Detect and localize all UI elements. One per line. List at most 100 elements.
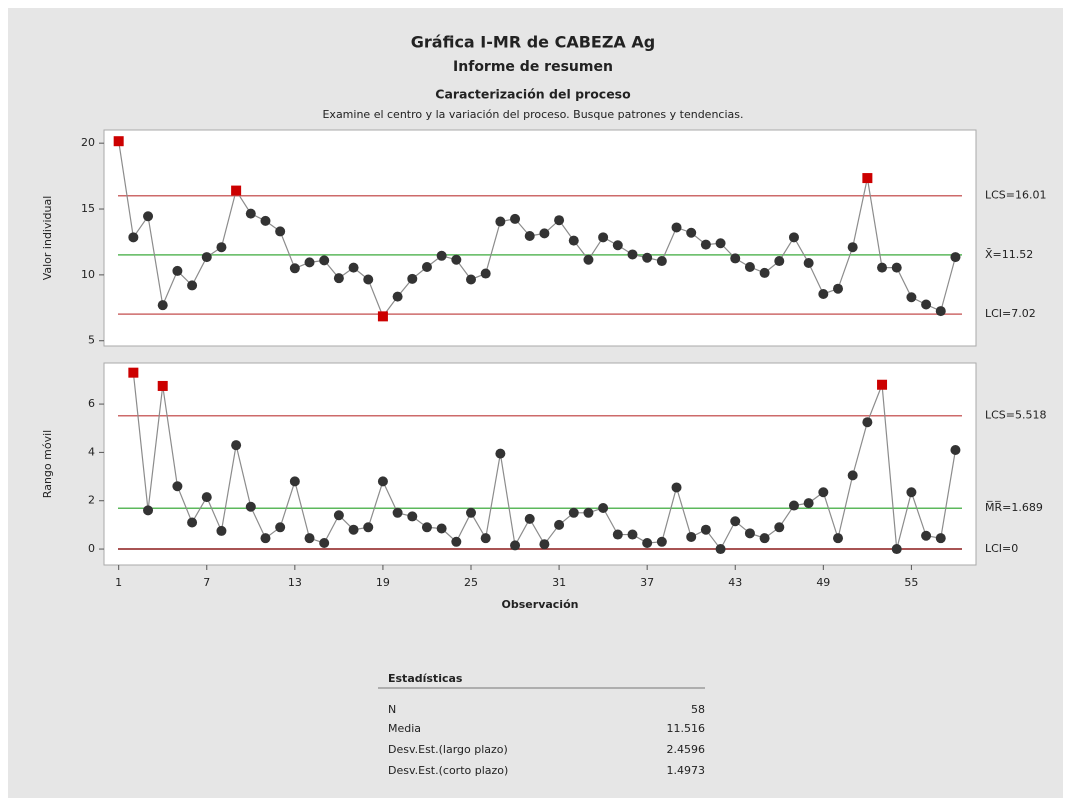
chart-title: Gráfica I-MR de CABEZA Ag [411, 33, 655, 52]
stat-label: N [388, 703, 396, 716]
stats-title: Estadísticas [388, 672, 463, 685]
data-point [671, 222, 682, 233]
data-point [788, 232, 799, 243]
data-point [245, 501, 256, 512]
y-tick-label: 4 [88, 445, 95, 458]
out-of-control-point [862, 173, 873, 184]
data-point [363, 522, 374, 533]
data-point [847, 242, 858, 253]
x-tick-label: 55 [904, 576, 918, 589]
data-point [304, 257, 315, 268]
data-point [774, 522, 785, 533]
data-point [803, 258, 814, 269]
data-point [495, 216, 506, 227]
data-point [436, 250, 447, 261]
data-point [128, 232, 139, 243]
data-point [715, 238, 726, 249]
plot-area [103, 129, 977, 347]
data-point [466, 274, 477, 285]
data-point [759, 267, 770, 278]
x-tick-label: 31 [552, 576, 566, 589]
y-tick-label: 10 [81, 268, 95, 281]
data-point [289, 263, 300, 274]
plot-area [103, 362, 977, 566]
data-point [480, 533, 491, 544]
data-point [906, 292, 917, 303]
data-point [260, 215, 271, 226]
data-point [656, 256, 667, 267]
data-point [348, 262, 359, 273]
out-of-control-point [377, 311, 388, 322]
description: Examine el centro y la variación del pro… [322, 108, 743, 121]
data-point [319, 538, 330, 549]
data-point [906, 487, 917, 498]
data-point [759, 533, 770, 544]
control-limit-label: LCI=0 [985, 542, 1018, 555]
data-point [744, 261, 755, 272]
data-point [583, 254, 594, 265]
out-of-control-point [231, 185, 242, 196]
data-line [118, 141, 957, 318]
data-point [788, 500, 799, 511]
data-point [877, 262, 888, 273]
control-limit-label: M̅R̅=1.689 [985, 501, 1043, 514]
data-point [642, 252, 653, 263]
data-point [686, 227, 697, 238]
y-axis-label: Valor individual [41, 196, 54, 281]
data-point [407, 273, 418, 284]
data-point [539, 228, 550, 239]
data-point [319, 255, 330, 266]
data-point [818, 288, 829, 299]
data-point [554, 215, 565, 226]
data-point [392, 291, 403, 302]
control-limit-label: X̄=11.52 [985, 248, 1033, 261]
data-point [598, 232, 609, 243]
y-tick-label: 5 [88, 334, 95, 347]
data-point [935, 533, 946, 544]
control-limit-label: LCI=7.02 [985, 307, 1036, 320]
data-point [216, 242, 227, 253]
out-of-control-point [113, 136, 124, 147]
data-point [656, 536, 667, 547]
data-point [157, 300, 168, 311]
data-point [539, 539, 550, 550]
stat-value: 2.4596 [667, 743, 706, 756]
x-tick-label: 1 [115, 576, 122, 589]
data-point [510, 540, 521, 551]
data-point [847, 470, 858, 481]
x-axis-label: Observación [502, 598, 579, 611]
section-title: Caracterización del proceso [435, 87, 631, 102]
data-point [803, 498, 814, 509]
control-limit-label: LCS=5.518 [985, 409, 1047, 422]
out-of-control-point [157, 380, 168, 391]
data-point [627, 249, 638, 260]
y-tick-label: 2 [88, 494, 95, 507]
stat-value: 58 [691, 703, 705, 716]
data-point [377, 476, 388, 487]
data-point [172, 481, 183, 492]
data-point [304, 533, 315, 544]
data-point [818, 487, 829, 498]
data-point [891, 544, 902, 555]
data-point [466, 507, 477, 518]
data-point [348, 524, 359, 535]
data-point [833, 283, 844, 294]
out-of-control-point [877, 379, 888, 390]
y-tick-label: 0 [88, 542, 95, 555]
stat-label: Desv.Est.(corto plazo) [388, 764, 508, 777]
data-point [245, 208, 256, 219]
y-tick-label: 20 [81, 136, 95, 149]
data-point [891, 262, 902, 273]
y-axis-label: Rango móvil [41, 430, 54, 498]
data-point [510, 213, 521, 224]
data-point [333, 273, 344, 284]
data-point [289, 476, 300, 487]
y-tick-label: 6 [88, 397, 95, 410]
data-point [524, 513, 535, 524]
data-point [451, 254, 462, 265]
data-point [671, 482, 682, 493]
data-point [275, 226, 286, 237]
x-tick-label: 7 [203, 576, 210, 589]
data-point [730, 516, 741, 527]
